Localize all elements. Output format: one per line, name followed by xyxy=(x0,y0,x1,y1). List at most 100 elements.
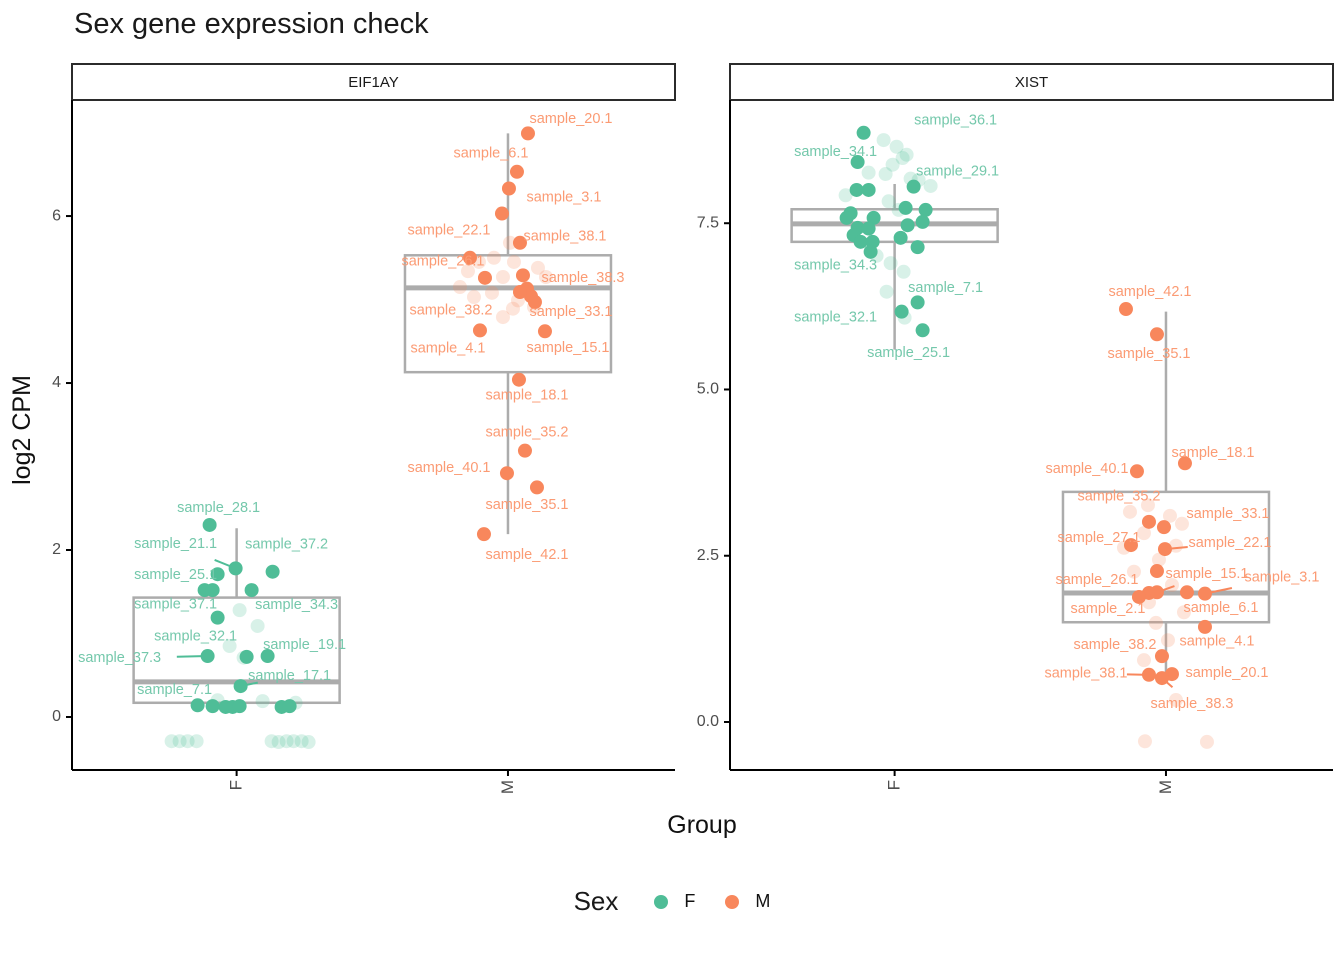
sample-label: sample_37.3 xyxy=(78,650,161,666)
sample-label: sample_6.1 xyxy=(1183,600,1258,616)
jitter-point-faint xyxy=(879,284,894,299)
y-axis-title: log2 CPM xyxy=(8,375,36,485)
jitter-point xyxy=(839,210,854,225)
jitter-point xyxy=(1154,671,1169,686)
jitter-point-faint xyxy=(1136,653,1151,668)
y-tick-label: 2.5 xyxy=(697,547,719,564)
sample-label: sample_15.1 xyxy=(526,340,609,356)
jitter-point xyxy=(477,270,492,285)
sample-label: sample_34.3 xyxy=(255,597,338,613)
jitter-point-faint xyxy=(1151,552,1166,567)
jitter-point-faint xyxy=(505,301,520,316)
jitter-point-faint xyxy=(484,285,499,300)
jitter-point xyxy=(517,443,532,458)
sample-label: sample_22.1 xyxy=(1188,535,1271,551)
jitter-point-faint xyxy=(878,167,893,182)
jitter-point xyxy=(244,583,259,598)
jitter-point-faint xyxy=(876,133,891,148)
sample-label: sample_35.1 xyxy=(1107,346,1190,362)
x-tick-label: M xyxy=(498,780,517,794)
sample-label: sample_42.1 xyxy=(1108,284,1191,300)
jitter-point xyxy=(1177,456,1192,471)
jitter-point xyxy=(205,583,220,598)
jitter-point xyxy=(1129,464,1144,479)
jitter-point xyxy=(501,181,516,196)
jitter-point-faint xyxy=(838,188,853,203)
group-XIST-M: Msample_42.1sample_35.1sample_40.1sample… xyxy=(1044,284,1319,794)
jitter-point-faint xyxy=(1140,498,1155,513)
jitter-point xyxy=(1149,585,1164,600)
jitter-point xyxy=(893,230,908,245)
y-tick-label: 0.0 xyxy=(697,713,719,730)
jitter-point-faint xyxy=(896,264,911,279)
jitter-point-faint xyxy=(164,734,179,749)
jitter-point xyxy=(228,561,243,576)
jitter-point-faint xyxy=(885,157,900,172)
jitter-point xyxy=(511,372,526,387)
jitter-point-faint xyxy=(502,235,517,250)
sample-label: sample_36.1 xyxy=(914,113,997,129)
jitter-point-faint xyxy=(1136,526,1151,541)
legend-item-F: F xyxy=(654,891,695,912)
jitter-point xyxy=(1197,619,1212,634)
jitter-point-faint xyxy=(294,734,309,749)
sample-label: sample_26.1 xyxy=(401,254,484,270)
sample-label: sample_3.1 xyxy=(526,189,601,205)
jitter-point xyxy=(512,285,527,300)
jitter-point xyxy=(210,610,225,625)
sample-label: sample_4.1 xyxy=(410,340,485,356)
plot-title: Sex gene expression check xyxy=(74,8,429,40)
jitter-point xyxy=(910,240,925,255)
jitter-point xyxy=(232,699,247,714)
x-tick-label: M xyxy=(1156,780,1175,794)
legend-dot-M xyxy=(725,894,740,909)
facet-strip-label: EIF1AY xyxy=(348,74,399,91)
jitter-point xyxy=(906,179,921,194)
box xyxy=(1061,490,1271,624)
jitter-point-faint xyxy=(1137,734,1152,749)
facet-strip-label: XIST xyxy=(1015,74,1048,91)
jitter-point xyxy=(861,221,876,236)
sample-label: sample_38.1 xyxy=(523,229,606,245)
legend-dot-F xyxy=(654,894,669,909)
jitter-point-faint xyxy=(861,165,876,180)
jitter-point-faint xyxy=(232,603,247,618)
jitter-point-faint xyxy=(279,734,294,749)
jitter-point xyxy=(509,164,524,179)
jitter-point xyxy=(260,649,275,664)
jitter-point xyxy=(1141,514,1156,529)
sample-label: sample_29.1 xyxy=(916,163,999,179)
jitter-point xyxy=(527,295,542,310)
jitter-point-faint xyxy=(1168,693,1183,708)
jitter-point xyxy=(1179,585,1194,600)
sample-label: sample_38.2 xyxy=(409,303,492,319)
jitter-point xyxy=(861,182,876,197)
legend-label: F xyxy=(684,891,696,911)
sample-label: sample_28.1 xyxy=(177,500,260,516)
sample-label: sample_26.1 xyxy=(1055,572,1138,588)
jitter-point xyxy=(472,323,487,338)
jitter-point-faint xyxy=(1160,633,1175,648)
jitter-point xyxy=(537,324,552,339)
jitter-point xyxy=(529,480,544,495)
sample-label: sample_7.1 xyxy=(908,280,983,296)
sample-label: sample_38.3 xyxy=(1150,696,1233,712)
jitter-point xyxy=(190,698,205,713)
x-tick-label: F xyxy=(885,780,904,790)
jitter-point-faint xyxy=(301,735,316,750)
jitter-point-faint xyxy=(1162,508,1177,523)
jitter-point-faint xyxy=(264,734,279,749)
jitter-point xyxy=(233,679,248,694)
sample-label: sample_7.1 xyxy=(137,682,212,698)
x-axis-title: Group xyxy=(667,811,736,839)
jitter-point xyxy=(850,155,865,170)
sample-label: sample_6.1 xyxy=(453,146,528,162)
sample-label: sample_4.1 xyxy=(1179,634,1254,650)
jitter-point-faint xyxy=(271,735,286,750)
y-tick-label: 5.0 xyxy=(697,381,719,398)
